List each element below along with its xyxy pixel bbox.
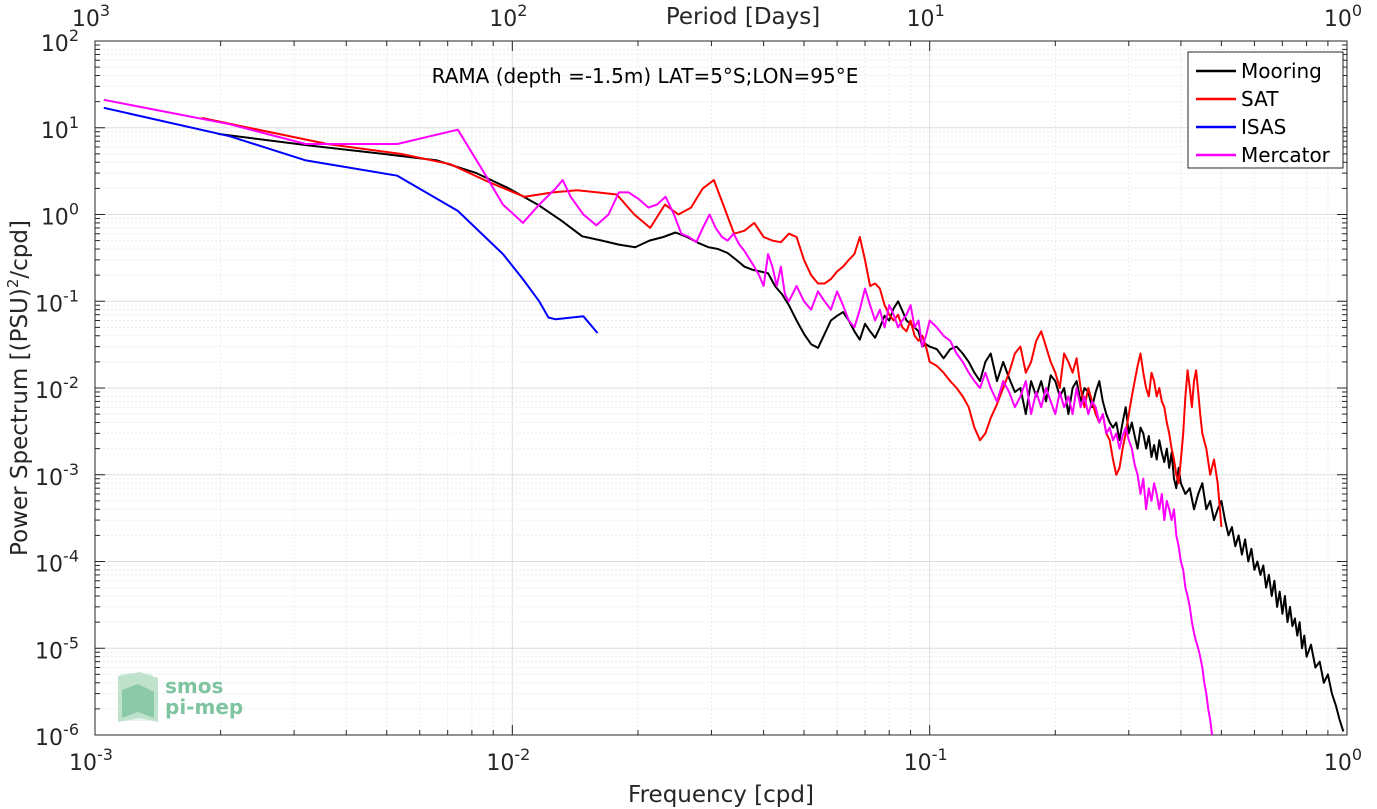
- legend-label-mercator: Mercator: [1241, 143, 1331, 167]
- y-tick-label-exp: -5: [63, 633, 79, 652]
- series-line-sat: [201, 116, 1223, 528]
- y-tick-label-base: 10: [35, 379, 63, 404]
- x-tick-label-exp: -1: [932, 745, 948, 764]
- legend-label-isas: ISAS: [1241, 115, 1286, 139]
- x-tick-label-exp: 0: [1352, 745, 1362, 764]
- top-tick-label: 101: [907, 1, 945, 32]
- x-tick-label: 10-1: [904, 745, 948, 776]
- y-tick-label: 100: [41, 200, 79, 231]
- y-tick-label-base: 10: [35, 553, 63, 578]
- y-tick-label-exp: -3: [63, 460, 79, 479]
- y-tick-label: 10-3: [35, 460, 79, 491]
- x-axis-label: Frequency [cpd]: [628, 782, 814, 808]
- x-tick-label-base: 10: [486, 751, 514, 776]
- y-tick-label: 10-5: [35, 633, 79, 664]
- legend-label-mooring: Mooring: [1241, 59, 1322, 83]
- x-tick-label: 10-2: [486, 745, 530, 776]
- y-tick-label: 10-2: [35, 373, 79, 404]
- series-lines: [103, 98, 1345, 736]
- x-tick-label-base: 10: [1324, 751, 1352, 776]
- top-tick-label: 103: [72, 1, 110, 32]
- logo-line1: smos: [165, 674, 223, 698]
- y-tick-label-exp: -1: [63, 286, 79, 305]
- top-tick-label-base: 10: [907, 7, 935, 32]
- y-axis-label: Power Spectrum [(PSU)2/cpd]: [4, 220, 33, 556]
- top-tick-label-exp: 3: [100, 1, 110, 20]
- y-tick-label-exp: -6: [63, 720, 79, 739]
- logo-mark-front: [122, 684, 154, 718]
- chart-annotation: RAMA (depth =-1.5m) LAT=5°S;LON=95°E: [432, 64, 859, 88]
- y-tick-label: 10-4: [35, 547, 79, 578]
- y-tick-label-base: 10: [41, 32, 69, 57]
- top-tick-label-exp: 2: [517, 1, 527, 20]
- x-tick-label-base: 10: [69, 751, 97, 776]
- y-axis-label-main: Power Spectrum [(PSU): [7, 288, 33, 556]
- legend-label-sat: SAT: [1241, 87, 1279, 111]
- y-tick-label-exp: 2: [69, 26, 79, 45]
- top-tick-label-exp: 0: [1352, 1, 1362, 20]
- y-axis-label-tail: /cpd]: [7, 220, 33, 279]
- x-tick-label: 10-3: [69, 745, 113, 776]
- y-tick-label-base: 10: [35, 292, 63, 317]
- y-tick-label: 102: [41, 26, 79, 57]
- x-tick-label-base: 10: [904, 751, 932, 776]
- y-tick-label-base: 10: [35, 639, 63, 664]
- grid: [94, 41, 1347, 736]
- y-tick-label: 10-1: [35, 286, 79, 317]
- x-tick-label-exp: -3: [97, 745, 113, 764]
- y-tick-label-exp: -2: [63, 373, 79, 392]
- smos-pi-mep-logo: smos pi-mep: [118, 672, 243, 722]
- y-tick-label-base: 10: [41, 206, 69, 231]
- x-tick-label: 100: [1324, 745, 1362, 776]
- top-tick-label-base: 10: [489, 7, 517, 32]
- y-tick-label-base: 10: [41, 119, 69, 144]
- y-tick-label: 10-6: [35, 720, 79, 751]
- y-tick-label-exp: 1: [69, 113, 79, 132]
- x-tick-label-exp: -2: [514, 745, 530, 764]
- top-tick-label-exp: 1: [935, 1, 945, 20]
- series-line-isas: [103, 106, 599, 334]
- top-tick-label-base: 10: [72, 7, 100, 32]
- y-tick-label-exp: 0: [69, 200, 79, 219]
- top-tick-label: 100: [1324, 1, 1362, 32]
- top-axis-label: Period [Days]: [666, 4, 820, 30]
- series-line-mercator: [103, 98, 1214, 736]
- y-tick-label-base: 10: [35, 466, 63, 491]
- y-tick-label: 101: [41, 113, 79, 144]
- y-tick-label-base: 10: [35, 726, 63, 751]
- y-tick-label-exp: -4: [63, 547, 79, 566]
- y-axis-label-sup: 2: [4, 279, 22, 289]
- top-tick-label-base: 10: [1324, 7, 1352, 32]
- legend: Mooring SAT ISAS Mercator: [1187, 51, 1344, 169]
- logo-line2: pi-mep: [165, 695, 243, 719]
- top-tick-label: 102: [489, 1, 527, 32]
